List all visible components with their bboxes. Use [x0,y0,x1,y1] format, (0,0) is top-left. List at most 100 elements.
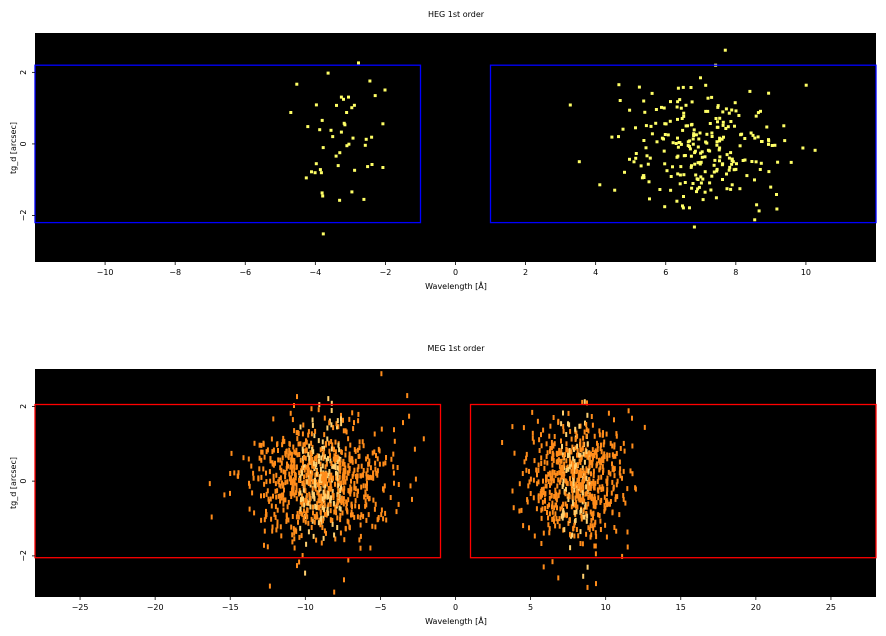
meg-point [565,486,567,492]
meg-point [578,469,581,475]
meg-point [621,475,623,481]
meg-point [284,480,287,486]
heg-point [725,172,728,176]
meg-point [590,460,593,465]
meg-point [577,533,580,539]
meg-point [559,458,562,464]
meg-point [323,471,326,477]
meg-point [549,448,551,454]
heg-point [705,141,709,145]
meg-point [368,495,371,501]
meg-point [592,525,595,531]
meg-point [340,416,342,422]
meg-point [338,474,341,480]
heg-point [314,162,318,166]
meg-x-tick-label: 10 [601,603,611,612]
meg-point [257,475,260,481]
meg-point [304,570,307,576]
meg-point [548,511,551,517]
meg-point [526,497,529,503]
meg-point [260,474,263,480]
meg-point [615,482,618,488]
meg-point [296,436,299,442]
meg-point [260,442,263,448]
meg-point [573,510,576,516]
heg-point [692,132,696,136]
meg-point [319,522,322,528]
heg-point [310,170,313,174]
meg-point [389,495,392,500]
heg-point [712,170,716,174]
meg-point [592,503,595,509]
heg-point [320,118,324,122]
meg-point [606,499,609,505]
meg-point [602,430,604,436]
meg-point [546,460,549,466]
meg-point [277,493,280,499]
meg-point [297,491,300,497]
meg-point [532,439,535,445]
meg-point [319,503,322,509]
meg-point [323,415,326,421]
heg-point [381,166,385,169]
meg-point [324,442,327,448]
meg-point [550,445,553,451]
meg-point [528,479,531,485]
meg-point [309,496,312,502]
meg-point [333,453,336,459]
meg-point [365,456,368,462]
heg-point [655,140,659,144]
meg-point [575,500,578,506]
meg-point [600,497,603,503]
heg-point [676,172,680,176]
meg-point [330,446,333,452]
meg-point [565,479,568,485]
meg-point [344,479,347,485]
meg-point [596,487,599,493]
meg-point [559,467,562,473]
meg-point [327,456,329,462]
meg-point [592,483,595,489]
meg-point [287,455,290,460]
heg-point [347,142,351,146]
heg-point [658,188,662,191]
meg-point [327,490,330,496]
meg-point [352,471,355,477]
meg-point [551,500,554,506]
meg-point [277,448,279,453]
meg-point [260,449,263,455]
meg-point [328,471,331,476]
meg-point [374,460,377,466]
heg-point [662,149,666,153]
meg-point [282,482,285,488]
heg-point [362,197,366,201]
meg-point [318,484,321,490]
meg-point [325,471,328,477]
heg-point [714,196,718,200]
meg-point [613,525,616,530]
meg-point [579,447,582,453]
meg-point [374,466,377,472]
heg-point [773,143,777,147]
meg-point [365,485,368,491]
heg-point [703,170,707,174]
heg-point [642,99,646,103]
heg-point [345,144,349,148]
meg-point [566,503,568,509]
meg-point [600,442,602,448]
meg-point [569,428,572,434]
meg-point [599,518,602,524]
meg-point [321,476,324,482]
meg-point [210,514,213,520]
meg-point [613,466,616,472]
meg-point [339,530,342,536]
meg-point [587,450,590,456]
meg-point [533,533,536,539]
heg-point [767,142,770,146]
meg-point [622,440,625,446]
meg-point [247,456,250,462]
meg-point [285,518,288,524]
meg-point [599,527,602,532]
heg-point [782,124,786,128]
meg-point [305,541,308,547]
